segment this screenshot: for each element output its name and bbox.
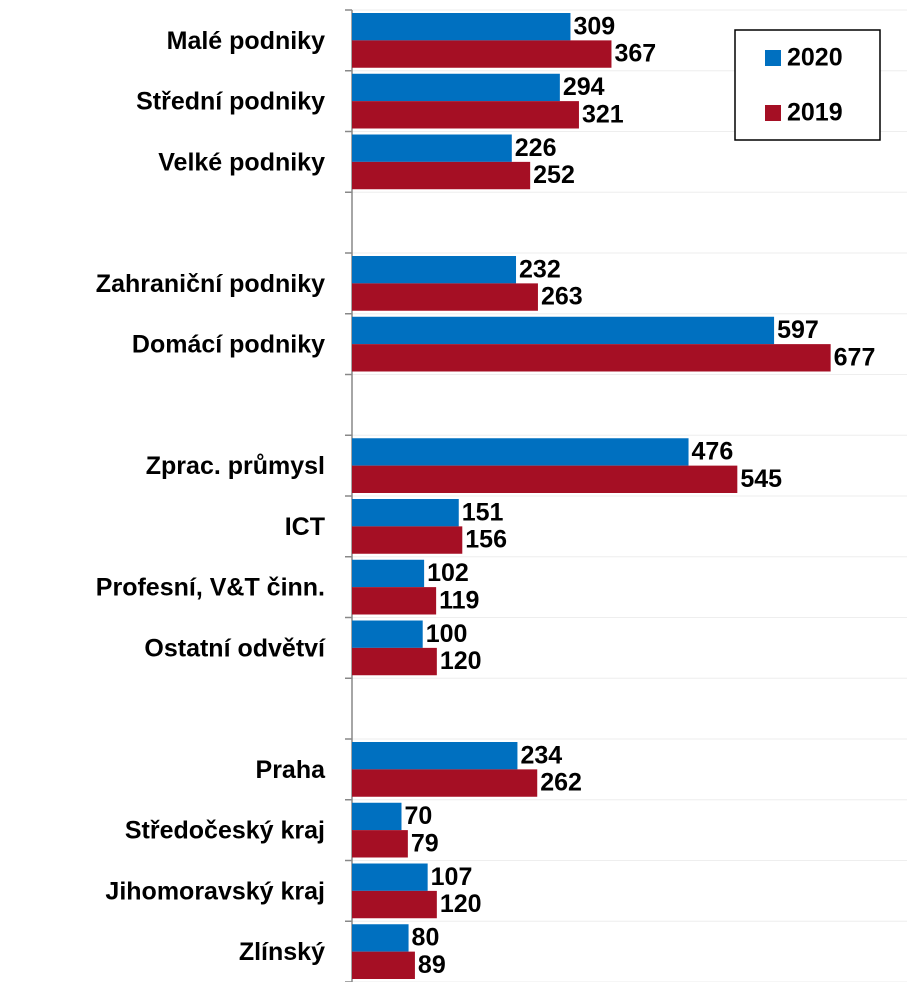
- data-label: 262: [540, 769, 582, 797]
- data-label: 102: [427, 559, 469, 587]
- category-label: Domácí podniky: [132, 331, 325, 359]
- legend-label: 2019: [787, 99, 843, 127]
- bar: [352, 830, 408, 858]
- bar: [352, 316, 775, 345]
- data-label: 89: [418, 951, 446, 979]
- category-label: Zahraniční podniky: [96, 270, 325, 298]
- category-label: Profesní, V&T činn.: [96, 574, 325, 602]
- bar: [352, 134, 512, 162]
- category-label: Malé podniky: [167, 27, 325, 55]
- category-label: Zlínský: [239, 938, 325, 966]
- bar: [352, 951, 415, 979]
- bar: [352, 73, 560, 102]
- data-label: 156: [465, 526, 507, 554]
- category-label: Jihomoravský kraj: [105, 877, 325, 905]
- legend-box: [734, 29, 881, 141]
- bar: [352, 344, 831, 372]
- bar: [352, 587, 437, 615]
- bar: [352, 620, 423, 648]
- bar: [352, 924, 409, 952]
- data-label: 367: [614, 40, 656, 68]
- data-label: 321: [582, 100, 624, 128]
- data-label: 151: [462, 498, 504, 526]
- bar: [352, 742, 518, 770]
- category-label: Velké podniky: [158, 148, 325, 176]
- legend-swatch: [765, 105, 781, 121]
- bar: [352, 283, 538, 311]
- data-label: 119: [439, 586, 479, 614]
- bar: [352, 499, 459, 527]
- data-label: 120: [440, 890, 482, 918]
- data-label: 597: [777, 316, 819, 344]
- data-label: 70: [404, 802, 432, 830]
- bar: [352, 802, 402, 831]
- category-label: Ostatní odvětví: [144, 634, 326, 662]
- data-label: 677: [834, 343, 876, 371]
- bar: [352, 161, 531, 190]
- data-label: 100: [426, 620, 468, 648]
- bar: [352, 863, 428, 891]
- data-label: 234: [520, 741, 562, 769]
- bar: [352, 13, 571, 41]
- category-label: Střední podniky: [136, 88, 325, 116]
- data-label: 80: [412, 924, 440, 952]
- category-label: Zprac. průmysl: [146, 452, 325, 480]
- data-label: 120: [440, 647, 482, 675]
- category-label: Středočeský kraj: [125, 817, 325, 845]
- data-label: 252: [533, 161, 575, 189]
- data-label: 545: [740, 465, 782, 493]
- category-label: Praha: [256, 756, 327, 784]
- bar: [352, 647, 437, 676]
- legend-label: 2020: [787, 44, 843, 72]
- data-label: 232: [519, 255, 561, 283]
- bar: [352, 40, 612, 68]
- category-label: ICT: [285, 513, 325, 541]
- bar: [352, 438, 689, 466]
- bar: [352, 526, 463, 554]
- bar: [352, 559, 425, 588]
- data-label: 476: [692, 438, 734, 466]
- bar: [352, 256, 517, 284]
- bar: [352, 890, 437, 919]
- data-label: 309: [573, 12, 615, 40]
- bar: [352, 465, 738, 493]
- data-label: 294: [563, 73, 605, 101]
- legend-swatch: [765, 50, 781, 66]
- bar: [352, 769, 538, 797]
- data-label: 226: [515, 134, 557, 162]
- bar: [352, 101, 579, 129]
- data-label: 107: [431, 863, 473, 891]
- data-label: 79: [411, 829, 439, 857]
- data-label: 263: [541, 283, 583, 311]
